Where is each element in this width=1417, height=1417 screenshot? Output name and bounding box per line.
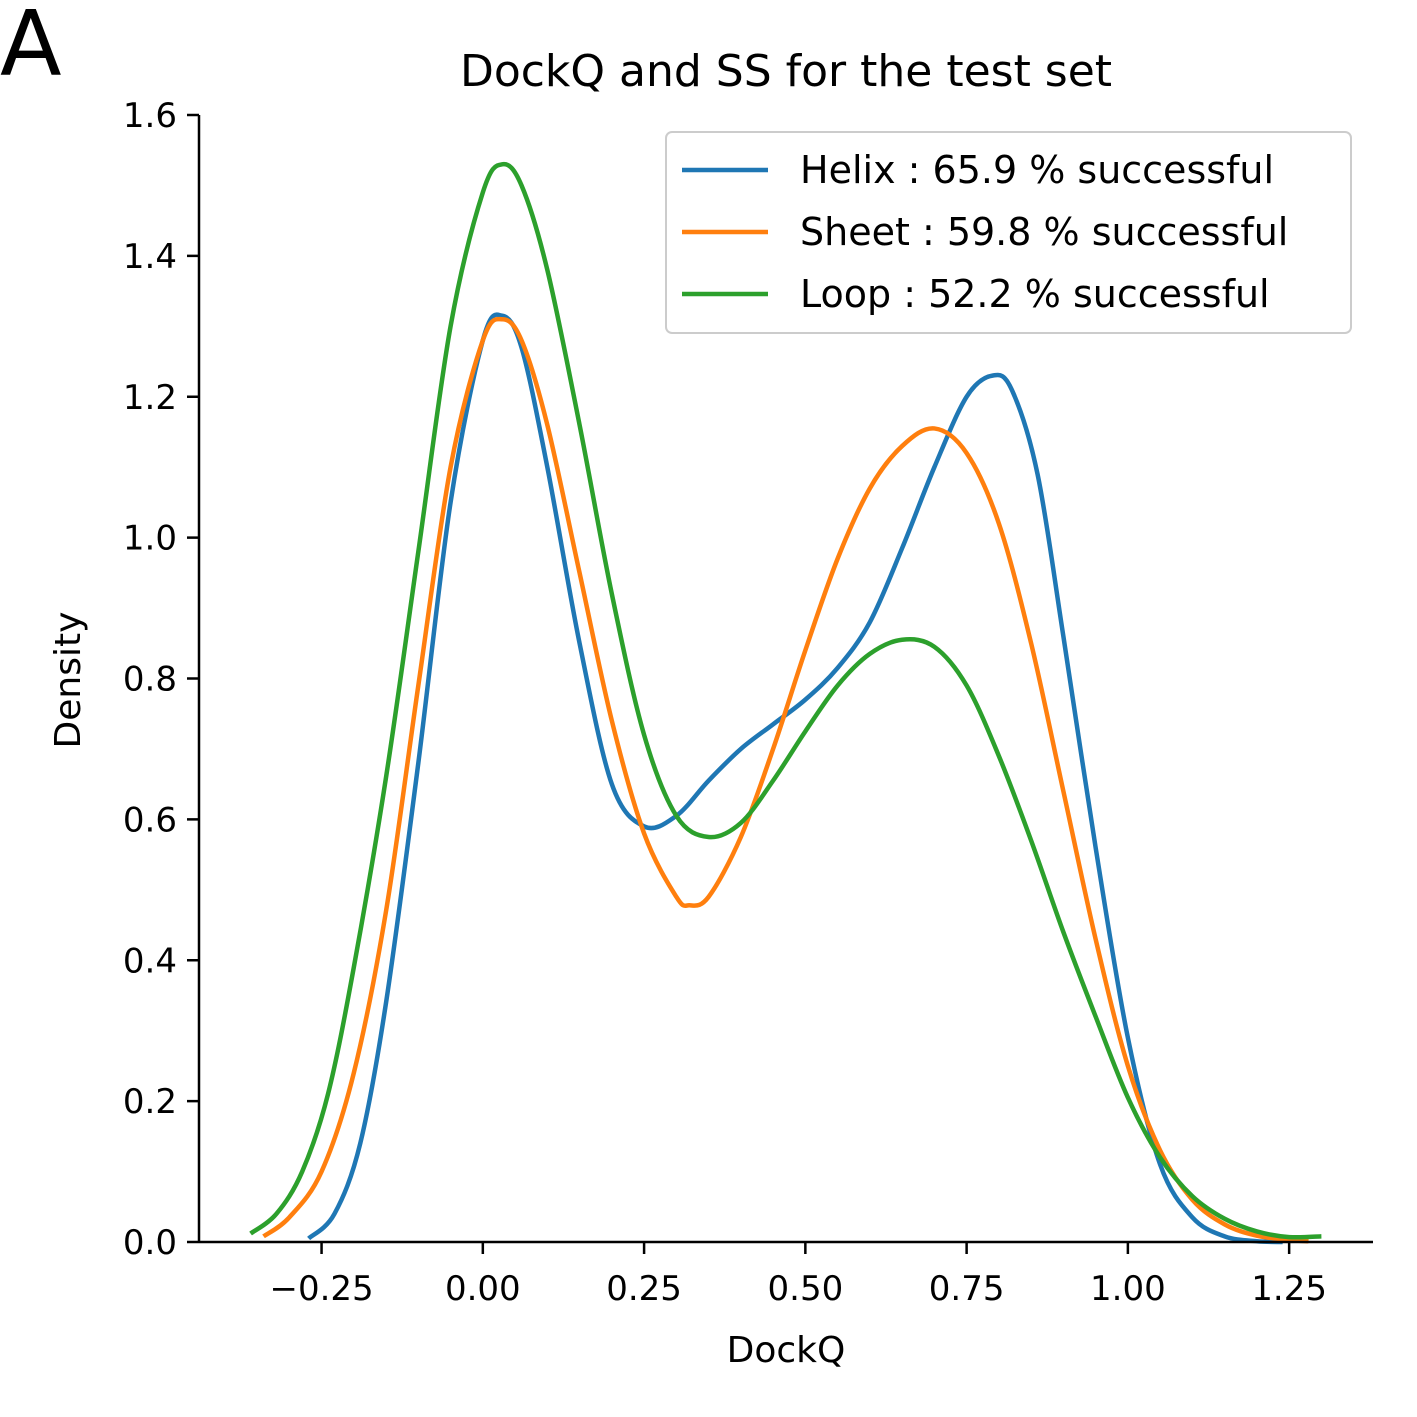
x-tick-label: 0.25 [606, 1269, 682, 1309]
panel-label: A [0, 0, 62, 97]
x-tick-label: 0.75 [929, 1269, 1005, 1309]
x-axis-ticks: −0.25 0.00 0.25 0.50 0.75 1.00 1.25 [269, 1242, 1327, 1309]
legend-box [665, 131, 1352, 334]
x-tick-label: 0.00 [445, 1269, 521, 1309]
x-tick-label: −0.25 [269, 1269, 373, 1309]
x-tick-label: 1.25 [1251, 1269, 1327, 1309]
legend-label-helix: Helix : 65.9 % successful [800, 148, 1274, 192]
y-tick-label: 1.4 [123, 237, 177, 277]
x-axis-title: DockQ [727, 1330, 846, 1371]
series-line-loop [249, 161, 1322, 1240]
y-tick-label: 0.6 [123, 800, 177, 840]
legend: Helix : 65.9 % successful Sheet : 59.8 % … [665, 131, 1352, 334]
plot-area [249, 161, 1322, 1245]
series-line-helix [307, 312, 1283, 1245]
y-tick-label: 0.0 [123, 1223, 177, 1263]
y-tick-label: 0.8 [123, 660, 177, 700]
y-axis-title: Density [48, 612, 89, 749]
chart-title: DockQ and SS for the test set [460, 46, 1112, 97]
series-line-sheet [262, 316, 1309, 1244]
y-tick-label: 0.4 [123, 941, 177, 981]
x-tick-label: 1.00 [1090, 1269, 1166, 1309]
y-tick-label: 1.0 [123, 519, 177, 559]
y-tick-label: 0.2 [123, 1082, 177, 1122]
legend-label-loop: Loop : 52.2 % successful [800, 272, 1270, 316]
y-tick-label: 1.6 [123, 96, 177, 136]
y-axis-ticks: 0.0 0.2 0.4 0.6 0.8 1.0 1.2 1.4 1.6 [123, 96, 199, 1263]
y-tick-label: 1.2 [123, 378, 177, 418]
x-tick-label: 0.50 [768, 1269, 844, 1309]
legend-label-sheet: Sheet : 59.8 % successful [800, 210, 1288, 254]
